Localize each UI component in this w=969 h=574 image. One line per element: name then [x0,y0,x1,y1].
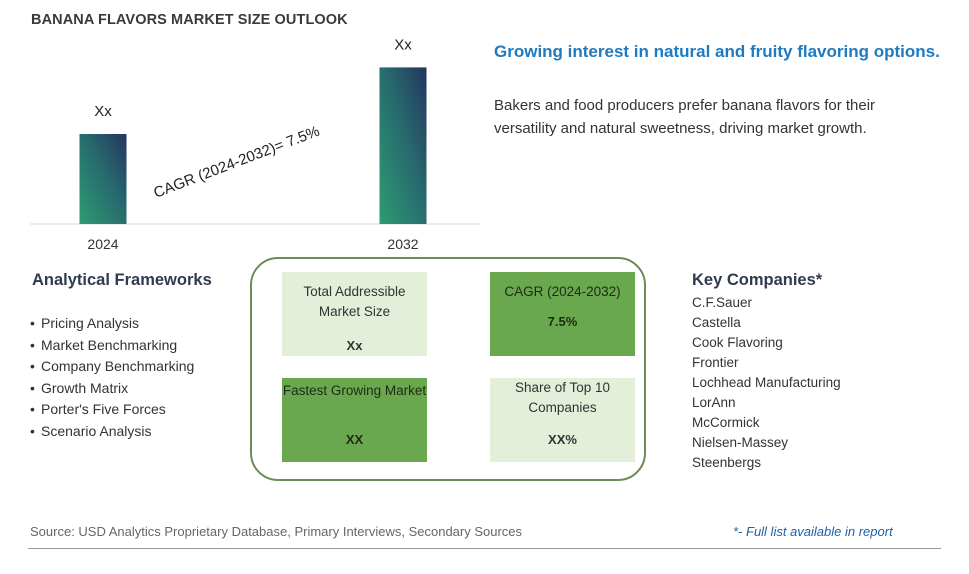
source-note: Source: USD Analytics Proprietary Databa… [30,524,523,539]
frameworks-title: Analytical Frameworks [32,271,212,289]
page-title: BANANA FLAVORS MARKET SIZE OUTLOOK [31,12,348,28]
framework-item: Market Benchmarking [30,335,194,357]
headline: Growing interest in natural and fruity f… [494,42,940,61]
tam-value: Xx [346,338,363,353]
cagr-annotation: CAGR (2024-2032)= 7.5% [151,123,322,202]
tam-card: Total Addressible Market Size Xx [282,272,427,356]
frameworks-list: Pricing Analysis Market Benchmarking Com… [30,313,194,442]
metrics-panel [250,257,646,481]
top10-share-value: XX% [548,432,577,447]
top10-share-label: Share of Top 10 Companies [514,380,611,415]
company-item: C.F.Sauer [692,295,753,310]
bar-data-label: Xx [394,36,412,53]
framework-item: Pricing Analysis [30,313,194,335]
description: Bakers and food producers prefer banana … [494,97,876,137]
top10-share-card: Share of Top 10 Companies XX% [490,378,635,462]
bar-data-label: Xx [94,103,112,120]
framework-item: Company Benchmarking [30,356,194,378]
key-companies-title: Key Companies* [692,271,823,289]
fastest-market-value: XX [345,432,364,447]
market-size-chart: Xx 2024 Xx 2032 CAGR (2024-2032)= 7.5% [30,36,480,252]
cagr-card: CAGR (2024-2032) 7.5% [490,272,635,356]
company-item: Lochhead Manufacturing [692,375,841,390]
cagr-label: CAGR (2024-2032) [504,284,621,299]
framework-item: Porter's Five Forces [30,399,194,421]
bar-2032 [379,67,427,225]
footer-divider [28,548,941,549]
company-item: Nielsen-Massey [692,435,789,450]
cagr-value: 7.5% [547,314,578,329]
company-item: Steenbergs [692,455,762,470]
framework-item: Growth Matrix [30,378,194,400]
x-tick-label: 2032 [387,236,418,252]
company-item: Frontier [692,355,739,370]
fastest-market-label: Fastest Growing Market [282,383,427,398]
x-tick-label: 2024 [87,236,118,252]
framework-item: Scenario Analysis [30,421,194,443]
tam-label: Total Addressible Market Size [303,284,406,319]
company-item: Castella [692,315,741,330]
full-list-note: *- Full list available in report [733,524,893,539]
company-item: Cook Flavoring [692,335,783,350]
key-companies-list: C.F.Sauer Castella Cook Flavoring Fronti… [692,293,841,473]
company-item: McCormick [692,415,760,430]
fastest-market-card: Fastest Growing Market XX [282,378,427,462]
company-item: LorAnn [692,395,736,410]
bar-2024 [79,134,127,224]
